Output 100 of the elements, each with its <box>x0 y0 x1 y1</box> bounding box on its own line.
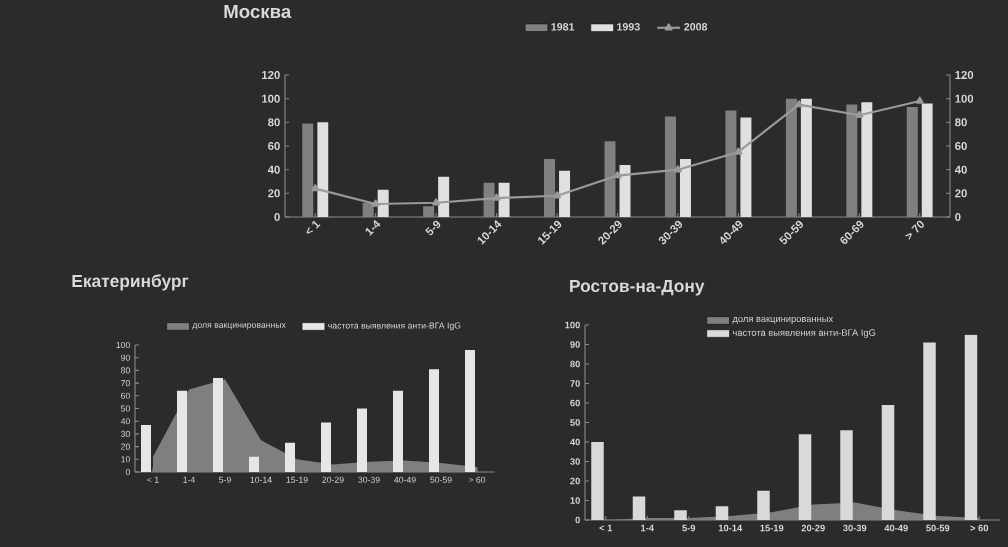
y-tick-label: 50 <box>570 419 580 426</box>
bar <box>321 422 332 472</box>
bar <box>177 390 187 472</box>
bar <box>393 390 404 472</box>
x-tick-label: 40-49 <box>394 476 416 483</box>
y-tick-label: 80 <box>268 118 280 127</box>
bar <box>591 442 604 520</box>
bar <box>498 182 510 217</box>
bar <box>800 98 812 217</box>
x-tick-label: > 60 <box>970 524 989 532</box>
point <box>311 184 320 192</box>
y-tick-label: 100 <box>565 321 580 329</box>
x-tick-label: 1-4 <box>641 524 654 532</box>
y2-tick-label: 40 <box>954 165 967 174</box>
point <box>915 96 924 104</box>
legend-label: 1981 <box>551 23 575 31</box>
y2-tick-label: 80 <box>955 118 967 127</box>
legend-label: доля вакцинированных <box>732 316 834 324</box>
x-tick-label: 30-39 <box>358 476 380 483</box>
y2-tick-label: 0 <box>955 213 961 221</box>
chart-title: Екатеринбург <box>72 274 189 291</box>
bar <box>840 430 853 520</box>
x-tick-label: 10-14 <box>250 476 272 483</box>
y-tick-label: 100 <box>262 94 280 103</box>
x-tick-label: 1-4 <box>365 220 381 236</box>
y2-tick-label: 20 <box>955 189 967 198</box>
bar <box>964 334 978 520</box>
y-tick-label: 40 <box>570 438 580 446</box>
y-tick-label: 80 <box>121 367 130 374</box>
x-tick-label: 15-19 <box>760 524 784 532</box>
bar <box>213 378 223 472</box>
y-tick-label: 90 <box>121 354 130 361</box>
bar <box>740 117 752 217</box>
x-tick-label: < 1 <box>599 524 613 532</box>
bar <box>757 490 770 520</box>
x-tick-label: 20-29 <box>801 524 825 532</box>
x-tick-label: 50-59 <box>926 524 950 532</box>
bar <box>377 189 389 217</box>
x-tick-label: > 70 <box>905 220 924 240</box>
point <box>794 100 803 108</box>
point <box>613 171 622 179</box>
bar <box>429 369 440 472</box>
bar <box>438 176 450 217</box>
y-tick-label: 60 <box>268 142 280 151</box>
bar <box>921 103 933 217</box>
legend-label: 2008 <box>684 23 708 31</box>
y-tick-label: 60 <box>570 399 580 407</box>
bar <box>674 510 687 520</box>
y-tick-label: 120 <box>262 71 280 80</box>
point <box>734 147 743 155</box>
x-tick-label: 5-9 <box>425 220 441 236</box>
point <box>855 110 864 118</box>
bar <box>141 425 151 472</box>
x-tick-label: 5-9 <box>219 476 231 483</box>
legend-label: частота выявления анти-ВГА IgG <box>733 329 876 338</box>
y-tick-label: 70 <box>570 380 580 387</box>
y2-tick-label: 60 <box>955 142 967 150</box>
bar <box>923 342 936 520</box>
point <box>674 165 682 173</box>
chart-title: Москва <box>224 5 292 19</box>
point <box>371 199 380 207</box>
x-tick-label: 10-14 <box>718 524 743 532</box>
legend-label: частота выявления анти-ВГА IgG <box>328 322 461 331</box>
x-tick-label: 15-19 <box>286 476 308 483</box>
y-tick-label: 40 <box>120 418 130 425</box>
bar <box>357 408 367 472</box>
bar <box>679 159 691 217</box>
x-tick-label: > 60 <box>468 476 486 483</box>
y-tick-label: 50 <box>121 405 130 412</box>
y-tick-label: 20 <box>268 189 280 198</box>
bar <box>285 442 296 472</box>
y2-tick-label: 100 <box>955 94 974 103</box>
bar <box>861 102 873 217</box>
x-tick-label: 30-39 <box>843 524 867 532</box>
y2-tick-label: 120 <box>955 71 974 79</box>
bar <box>619 164 631 217</box>
point <box>432 198 441 206</box>
y-tick-label: 20 <box>121 443 130 450</box>
x-tick-label: < 1 <box>306 220 321 234</box>
y-tick-label: 90 <box>570 341 580 348</box>
x-tick-label: 20-29 <box>322 476 344 483</box>
bar <box>632 496 646 520</box>
y-tick-label: 20 <box>570 477 580 485</box>
y-tick-label: 0 <box>575 516 580 524</box>
y-tick-label: 0 <box>125 468 130 476</box>
x-tick-label: 40-49 <box>884 524 908 532</box>
bar <box>465 350 476 472</box>
bar <box>881 404 895 520</box>
y-tick-label: 60 <box>121 392 130 399</box>
y-tick-label: 30 <box>570 458 580 465</box>
bar <box>249 456 259 472</box>
x-tick-label: 1-4 <box>183 476 195 483</box>
bar <box>798 434 812 520</box>
bar <box>559 170 571 217</box>
y-tick-label: 0 <box>274 213 280 222</box>
chart-title: Ростов-на-Дону <box>570 280 705 296</box>
x-tick-label: 50-59 <box>430 476 452 483</box>
legend-label: доля вакцинированных <box>192 323 286 330</box>
y-tick-label: 30 <box>120 430 130 437</box>
x-tick-label: 5-9 <box>682 524 696 532</box>
